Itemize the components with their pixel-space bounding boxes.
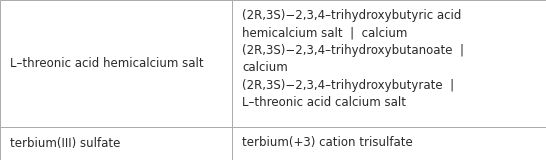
Text: terbium(+3) cation trisulfate: terbium(+3) cation trisulfate — [242, 136, 413, 149]
Text: (2R,3S)−2,3,4–trihydroxybutyric acid
hemicalcium salt  |  calcium
(2R,3S)−2,3,4–: (2R,3S)−2,3,4–trihydroxybutyric acid hem… — [242, 9, 464, 109]
Text: L–threonic acid hemicalcium salt: L–threonic acid hemicalcium salt — [10, 57, 204, 70]
Text: terbium(III) sulfate: terbium(III) sulfate — [10, 137, 120, 150]
